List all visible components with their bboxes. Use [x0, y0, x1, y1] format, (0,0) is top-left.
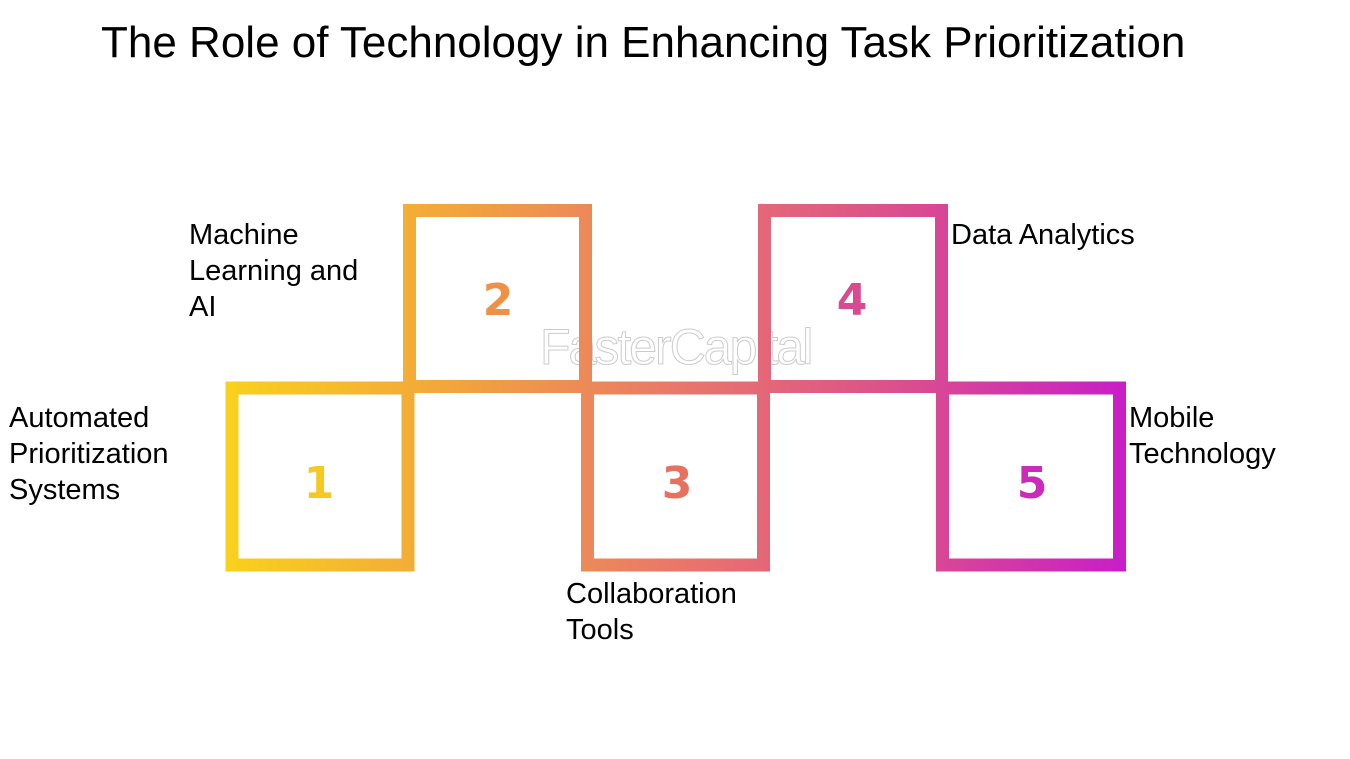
step-number-5: 5: [1017, 458, 1048, 509]
step-label-2: Machine Learning and AI: [189, 219, 359, 323]
page-title: The Role of Technology in Enhancing Task…: [101, 18, 1186, 67]
step-box-4: [758, 204, 948, 393]
step-box-2: [403, 204, 592, 393]
step-number-3: 3: [662, 458, 693, 509]
step-label-5: Mobile Technology: [1129, 402, 1276, 470]
step-label-1: Automated Prioritization Systems: [9, 402, 169, 506]
step-label-3: Collaboration Tools: [566, 578, 737, 646]
step-box-5: [936, 381, 1126, 572]
step-number-1: 1: [304, 458, 335, 509]
step-label-4: Data Analytics: [951, 219, 1135, 251]
step-box-3: [581, 381, 770, 572]
step-number-4: 4: [837, 275, 868, 326]
step-number-2: 2: [483, 275, 514, 326]
step-box-1: [225, 381, 415, 572]
